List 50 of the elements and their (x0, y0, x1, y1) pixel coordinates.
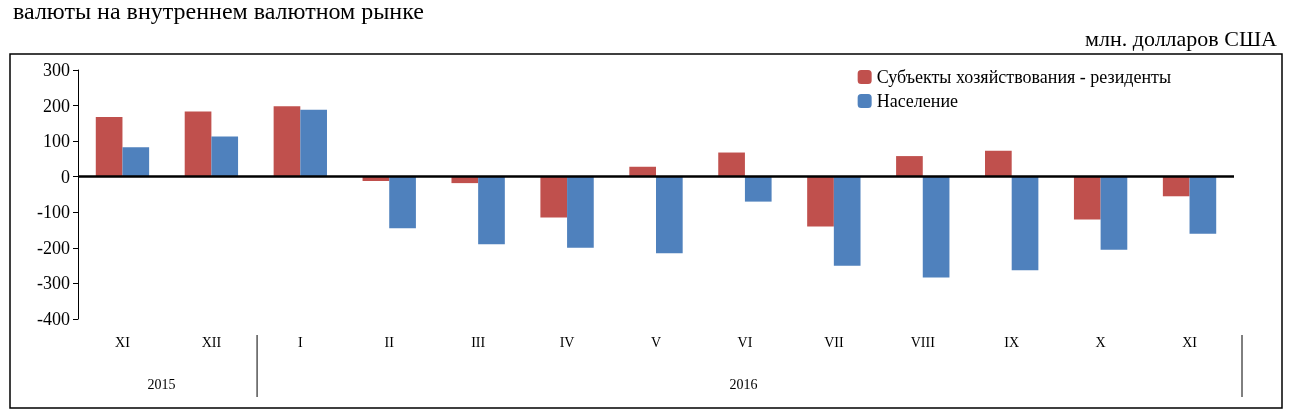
x-tick-label: V (650, 334, 662, 350)
text: 2016 (729, 376, 758, 392)
bar (1162, 176, 1190, 197)
x-tick-label: VI (737, 334, 753, 350)
bar (1073, 176, 1101, 220)
x-tick-label: IV (559, 334, 575, 350)
bar (807, 176, 834, 227)
bar (922, 176, 950, 278)
x-tick-label: X (1095, 334, 1106, 350)
bar (273, 106, 301, 177)
x-tick-label: VII (824, 334, 844, 350)
y-tick-label: -100 (37, 202, 70, 223)
bar (1189, 176, 1217, 234)
bar (833, 176, 861, 266)
legend-label: Субъекты хозяйствования - резиденты (876, 67, 1172, 87)
text: 2015 (147, 376, 176, 392)
bar (744, 176, 772, 202)
chart-subtitle: млн. долларов США (1085, 25, 1278, 51)
x-tick-label: XII (201, 334, 222, 350)
bar (896, 156, 923, 177)
bar (211, 136, 239, 177)
x-tick-label: VIII (910, 334, 936, 350)
y-tick-label: 100 (43, 131, 70, 152)
y-tick-label: 0 (61, 166, 70, 187)
y-tick-label: -200 (37, 237, 70, 258)
x-tick-label: XI (115, 334, 131, 350)
y-tick-label: 300 (43, 60, 70, 80)
chart-title: валюты на внутреннем валютном рынке (13, 0, 424, 24)
bar (567, 176, 594, 248)
bar (478, 176, 505, 245)
bar (184, 111, 212, 177)
bar (122, 147, 150, 177)
bar (1100, 176, 1128, 250)
y-tick-label: 200 (43, 95, 70, 116)
x-tick-label: IX (1004, 334, 1020, 350)
bar (1011, 176, 1039, 271)
y-tick-label: -300 (37, 273, 70, 294)
bar (656, 176, 683, 254)
bar (985, 150, 1012, 177)
bar (300, 109, 327, 177)
x-tick-label: XI (1182, 334, 1198, 350)
legend-label: Население (876, 91, 959, 111)
bar (540, 176, 568, 218)
y-tick-label: -400 (37, 309, 70, 329)
bar (389, 176, 416, 229)
x-tick-label: II (384, 334, 395, 350)
bar (95, 116, 123, 177)
x-tick-label: III (471, 334, 486, 350)
x-tick-label: I (297, 334, 303, 350)
bar (718, 152, 745, 177)
